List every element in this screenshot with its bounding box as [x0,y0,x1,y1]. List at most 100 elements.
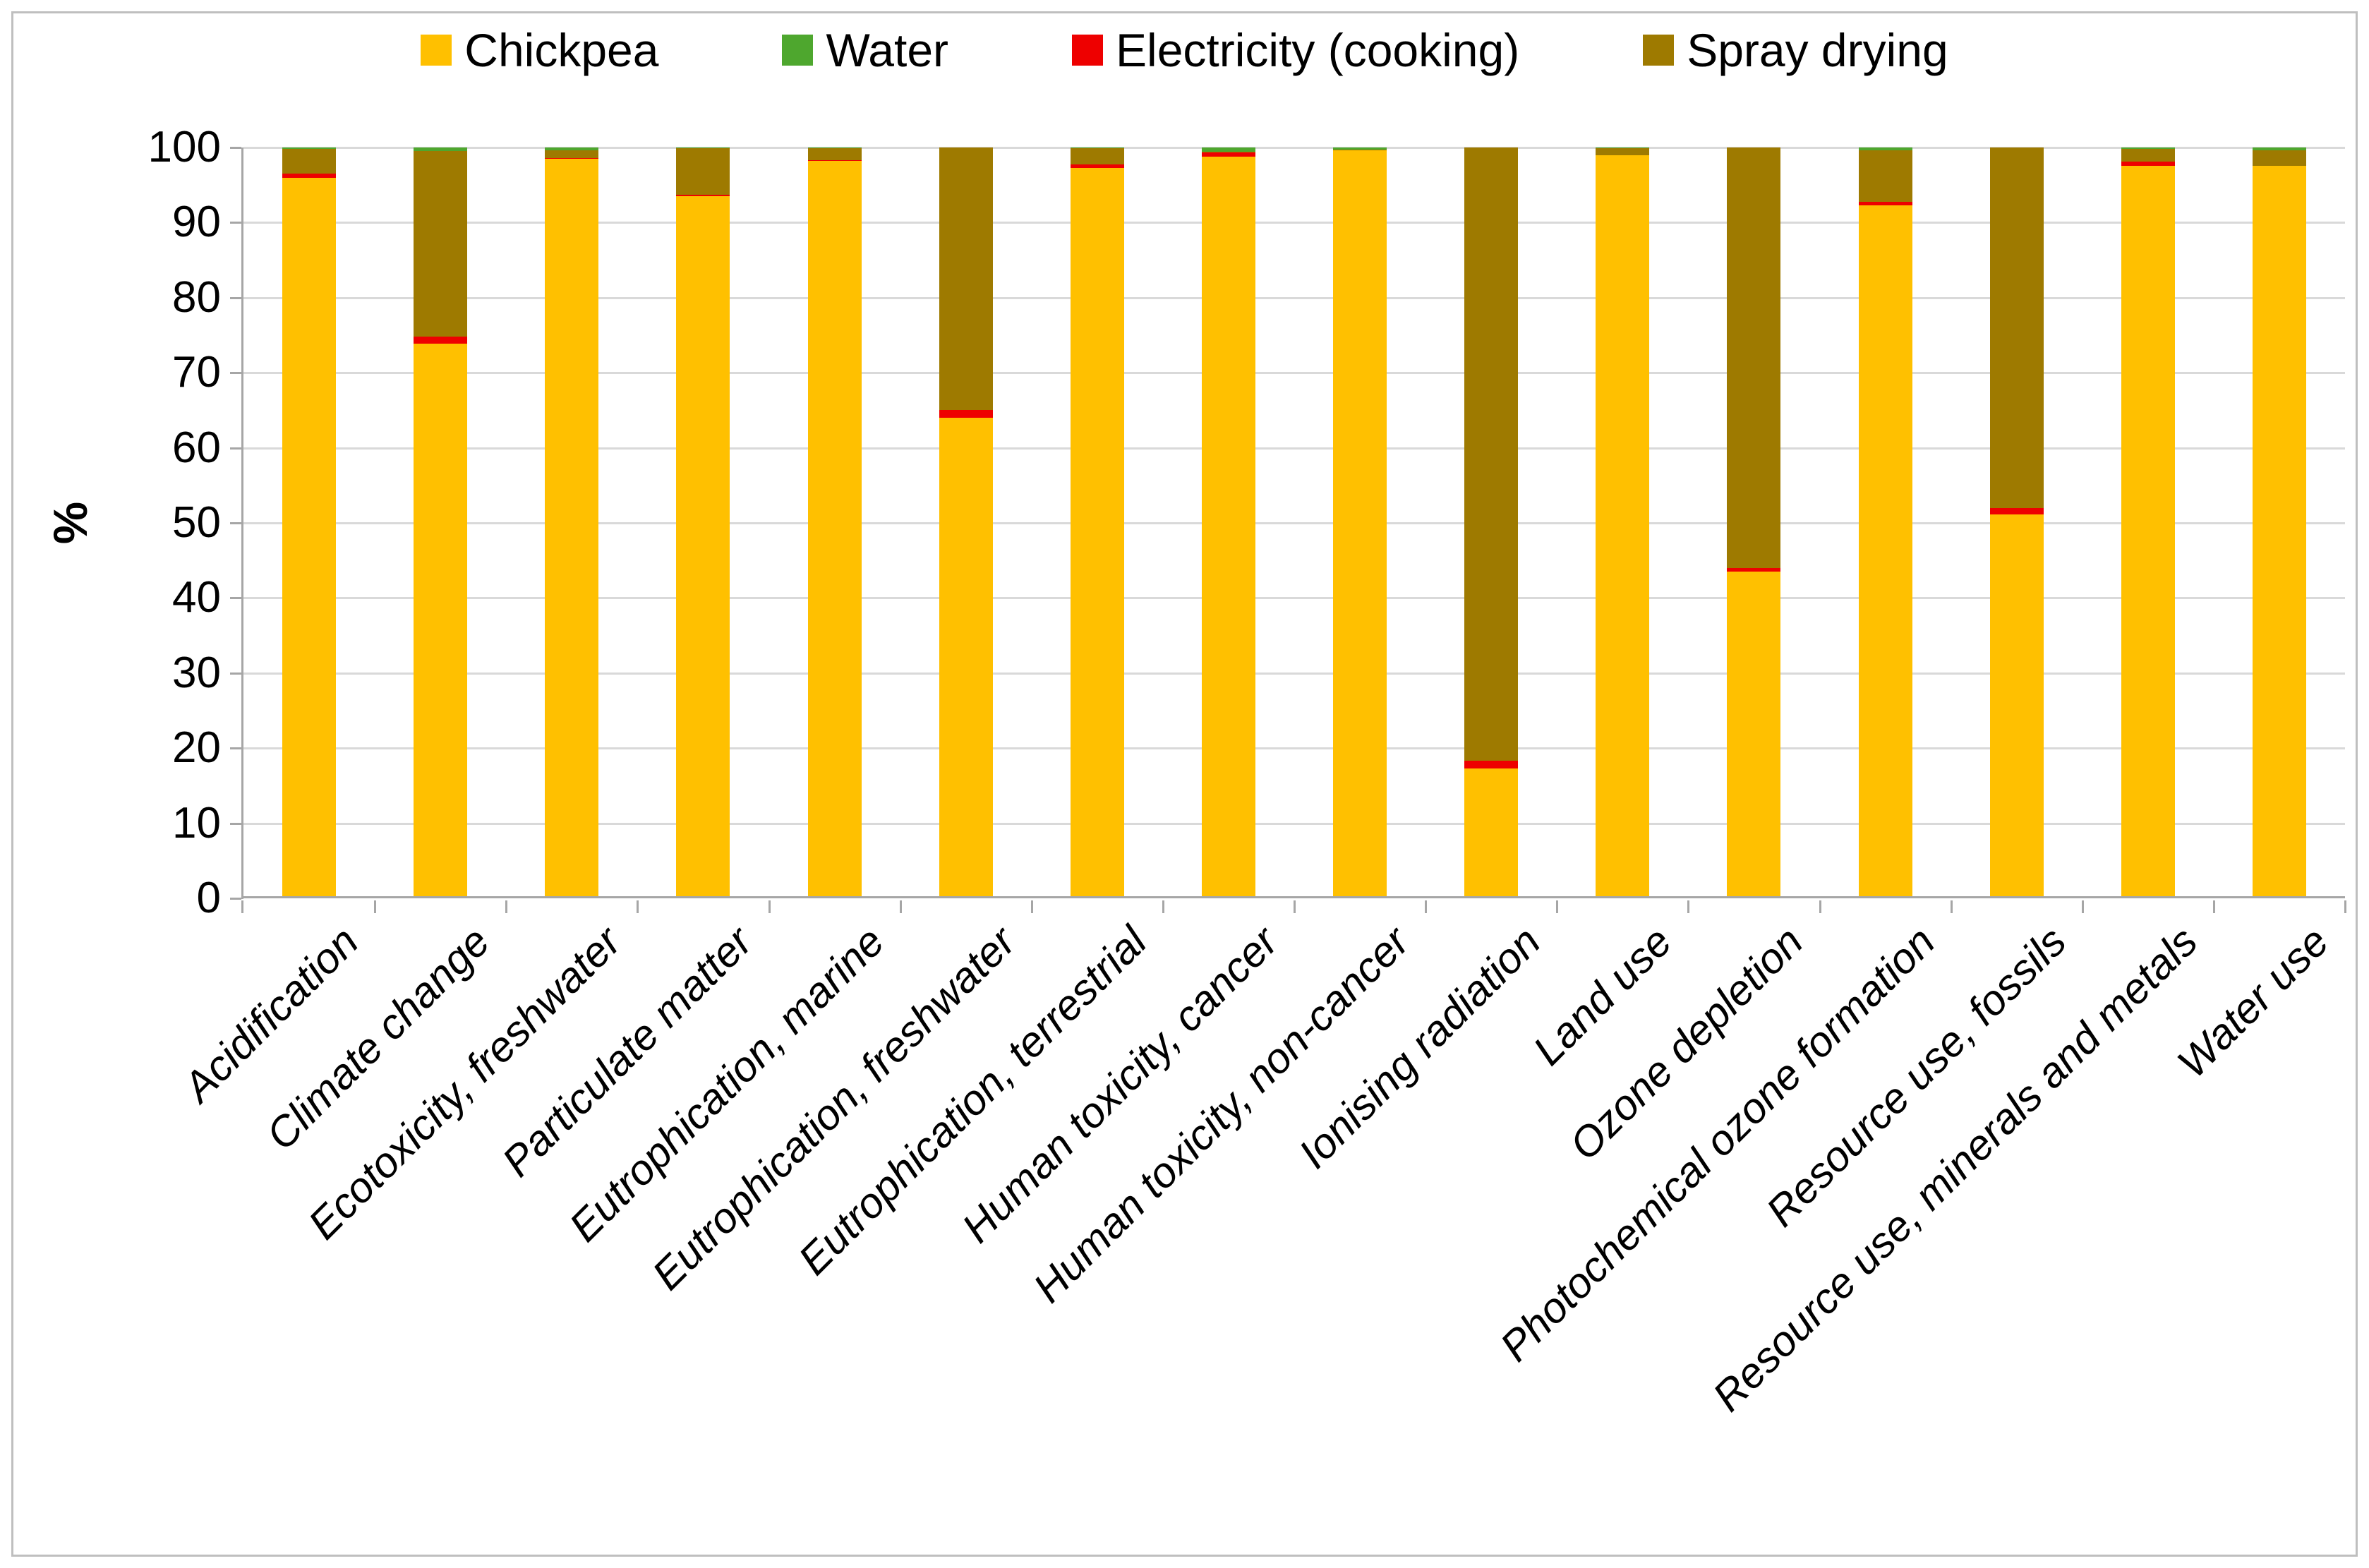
gridline-y-40 [243,597,2345,600]
bar-segment-electricity-cooking- [545,157,599,159]
gridline-y-10 [243,822,2345,825]
x-axis-tick [1294,900,1296,913]
bar-land-use [1596,147,1650,898]
y-axis-tick [230,296,241,299]
x-axis-tick [1687,900,1690,913]
bar-eutrophication-terrestrial [1070,147,1124,898]
y-tick-label: 40 [172,573,221,622]
bar-resource-use-minerals-and-metals [2121,147,2175,898]
legend-label: Spray drying [1687,24,1948,76]
chart-frame [11,11,2358,1557]
y-tick-label: 0 [196,874,221,922]
bar-segment-electricity-cooking- [282,174,337,178]
bar-ionising-radiation [1464,147,1519,898]
bar-segment-electricity-cooking- [1727,567,1781,572]
x-axis-tick [2344,900,2346,913]
y-axis-tick [230,747,241,750]
bar-segment-chickpea [676,196,730,898]
bar-segment-water [282,147,337,150]
x-axis-tick [1556,900,1559,913]
x-axis-tick [1425,900,1428,913]
bar-segment-spray-drying [2121,149,2175,162]
bar-segment-chickpea [1070,167,1124,898]
bar-eutrophication-freshwater [939,147,993,898]
bar-segment-chickpea [414,343,468,898]
x-axis-tick [1162,900,1164,913]
bar-acidification [282,147,337,898]
legend-label: Electricity (cooking) [1116,24,1520,76]
y-axis-tick [230,822,241,825]
x-axis-tick [374,900,377,913]
bar-segment-water [545,147,599,151]
y-axis-line [241,147,243,899]
bar-segment-spray-drying [282,149,337,174]
legend-item-chickpea: Chickpea [421,27,658,73]
x-axis-tick [1950,900,1953,913]
bar-segment-chickpea [1596,155,1650,898]
bar-segment-electricity-cooking- [1858,201,1912,205]
bar-segment-spray-drying [545,150,599,158]
x-axis-tick [899,900,902,913]
bar-segment-chickpea [545,158,599,898]
bar-climate-change [414,147,468,898]
y-tick-label: 20 [172,723,221,773]
x-axis-tick [2081,900,2084,913]
legend-item-electricity-cooking-: Electricity (cooking) [1072,27,1519,73]
bar-segment-chickpea [2252,165,2306,898]
bar-segment-spray-drying [414,151,468,337]
x-axis-tick [1819,900,1821,913]
bar-segment-electricity-cooking- [2121,162,2175,166]
bar-segment-chickpea [1727,572,1781,898]
y-tick-label: 60 [172,423,221,472]
bar-segment-spray-drying [1070,148,1124,165]
x-axis-tick [241,900,243,913]
x-axis-tick [1030,900,1033,913]
bar-water-use [2252,147,2306,898]
y-tick-label: 10 [172,798,221,848]
bar-segment-water [2252,147,2306,151]
y-axis-tick [230,372,241,375]
gridline-y-70 [243,372,2345,375]
bar-photochemical-ozone-formation [1858,147,1912,898]
bar-eutrophication-marine [807,147,862,898]
y-axis-tick [230,672,241,675]
y-tick-label: 100 [147,123,221,171]
bar-ozone-depletion [1727,147,1781,898]
y-axis-tick [230,222,241,224]
bar-segment-electricity-cooking- [1989,507,2044,515]
x-axis-tick [768,900,771,913]
bar-segment-water [676,147,730,149]
bar-segment-chickpea [1989,514,2044,898]
x-axis-tick [2212,900,2215,913]
bar-segment-water [1070,147,1124,149]
legend-label: Chickpea [464,24,659,76]
bar-ecotoxicity-freshwater [545,147,599,898]
bar-segment-spray-drying [1596,148,1650,155]
bar-segment-water [1201,147,1255,152]
gridline-y-100 [243,147,2345,149]
bar-segment-chickpea [282,177,337,898]
bar-segment-electricity-cooking- [414,337,468,344]
x-axis-tick [505,900,508,913]
bar-human-toxicity-non-cancer [1333,147,1387,898]
bar-segment-spray-drying [939,147,993,411]
bar-segment-electricity-cooking- [1070,164,1124,168]
gridline-y-60 [243,447,2345,450]
y-tick-label: 90 [172,198,221,247]
bar-segment-chickpea [939,418,993,898]
y-axis-tick [230,898,241,900]
bar-segment-spray-drying [2252,150,2306,166]
bar-segment-water [414,147,468,152]
bar-segment-spray-drying [1858,150,1912,202]
bar-segment-chickpea [1201,156,1255,898]
legend: Chickpea Water Electricity (cooking) Spray … [0,27,2369,73]
gridline-y-80 [243,296,2345,299]
bar-segment-chickpea [807,161,862,898]
gridline-y-90 [243,222,2345,224]
plot-area [230,147,2346,913]
gridline-y-20 [243,747,2345,750]
legend-swatch-spray-drying [1643,35,1675,66]
legend-swatch-water [782,35,814,66]
bar-segment-spray-drying [1464,147,1519,761]
